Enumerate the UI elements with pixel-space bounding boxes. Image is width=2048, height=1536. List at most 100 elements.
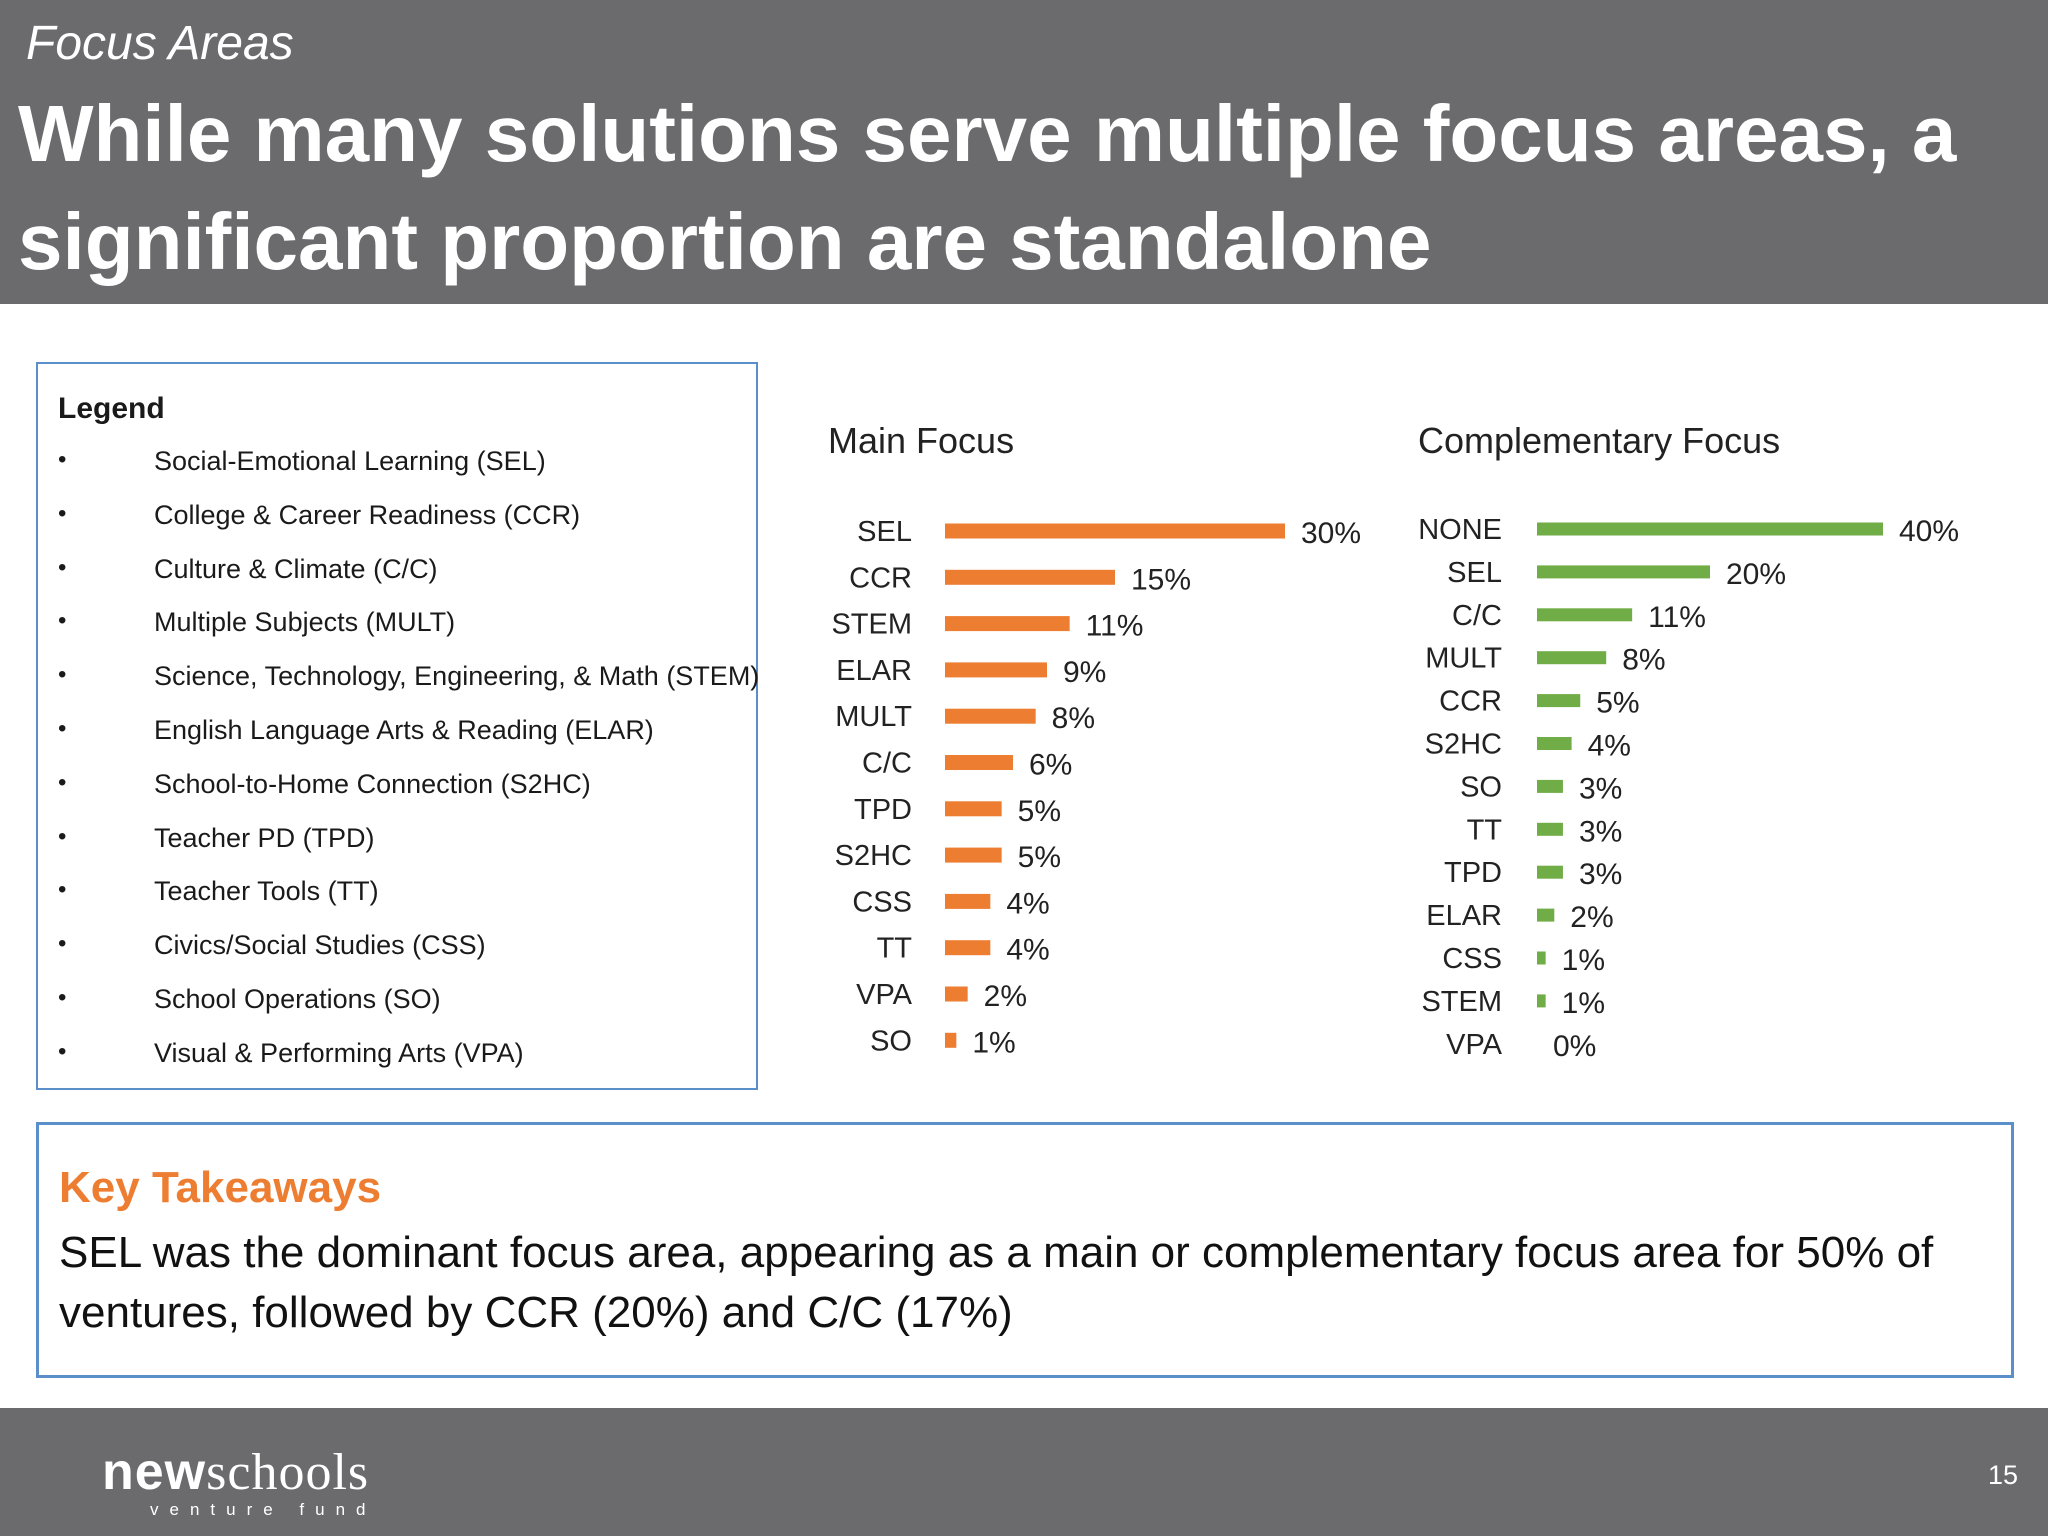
newschools-logo: newschools <box>102 1442 369 1502</box>
bullet-icon: • <box>58 876 67 904</box>
category-label: VPA <box>1446 1029 1503 1061</box>
complementary-focus-chart: NONE 40% SEL 20% C/C 11% MULT 8% CCR 5% S2HC 4% SO 3%… <box>1418 514 1959 1063</box>
category-label: S2HC <box>1425 729 1502 761</box>
page-number: 15 <box>1987 1460 2018 1490</box>
bar <box>1537 522 1883 536</box>
bar <box>1537 737 1572 750</box>
bar <box>945 1032 957 1048</box>
value-label: 5% <box>1018 795 1061 828</box>
bar <box>945 662 1047 678</box>
legend-item-label: Visual & Performing Arts (VPA) <box>154 1037 524 1068</box>
category-label: VPA <box>856 979 913 1011</box>
category-label: ELAR <box>1426 900 1502 932</box>
bullet-icon: • <box>58 768 67 796</box>
value-label: 11% <box>1648 601 1706 634</box>
value-label: 4% <box>1006 887 1049 920</box>
section-kicker: Focus Areas <box>26 17 294 70</box>
logo-light-text: schools <box>206 1444 370 1501</box>
category-label: CSS <box>852 886 912 918</box>
bullet-icon: • <box>58 553 67 581</box>
value-label: 15% <box>1131 563 1191 596</box>
footer-band: newschools venture fund 15 <box>0 1408 2048 1536</box>
value-label: 5% <box>1018 841 1061 874</box>
legend-item-label: Culture & Climate (C/C) <box>154 553 438 584</box>
category-label: NONE <box>1418 514 1502 546</box>
header-band: Focus Areas While many solutions serve m… <box>0 0 2048 304</box>
category-label: TPD <box>854 794 912 826</box>
bullet-icon: • <box>58 1037 67 1065</box>
category-label: CSS <box>1442 943 1502 975</box>
value-label: 3% <box>1579 815 1622 848</box>
bullet-icon: • <box>58 446 67 473</box>
bar <box>1537 822 1563 836</box>
legend-box: Legend • Social-Emotional Learning (SEL) •… <box>36 362 759 1090</box>
bar <box>1537 951 1546 965</box>
category-label: SEL <box>857 516 912 548</box>
value-label: 1% <box>1562 944 1605 977</box>
slide-title: While many solutions serve multiple focu… <box>18 89 1957 286</box>
value-label: 3% <box>1579 858 1622 891</box>
bar <box>1537 994 1546 1008</box>
value-label: 4% <box>1006 934 1049 967</box>
bullet-icon: • <box>58 499 67 527</box>
main-focus-title: Main Focus <box>828 420 1015 461</box>
bar <box>945 755 1013 770</box>
value-label: 11% <box>1086 610 1144 643</box>
logo-bold-text: new <box>102 1443 207 1501</box>
category-label: CCR <box>849 562 912 594</box>
value-label: 3% <box>1579 772 1622 805</box>
category-label: S2HC <box>835 840 912 872</box>
key-takeaways-title: Key Takeaways <box>59 1163 382 1212</box>
category-label: SO <box>870 1025 912 1057</box>
key-takeaways-box: Key Takeaways SEL was the dominant focus… <box>36 1122 2014 1378</box>
category-label: TPD <box>1444 857 1502 889</box>
bullet-icon: • <box>58 607 67 635</box>
main-focus-chart: SEL 30% CCR 15% STEM 11% ELAR 9% MULT 8% C/C 6% TPD 5… <box>831 516 1361 1059</box>
bar <box>945 801 1002 817</box>
bar <box>1537 694 1581 708</box>
value-label: 40% <box>1899 515 1959 548</box>
value-label: 9% <box>1063 656 1106 689</box>
bar <box>945 940 991 956</box>
legend-item-label: Multiple Subjects (MULT) <box>154 607 456 638</box>
legend-item-label: English Language Arts & Reading (ELAR) <box>154 714 654 745</box>
bar <box>945 893 991 909</box>
category-label: TT <box>877 933 913 965</box>
bar <box>945 847 1002 863</box>
category-label: MULT <box>1425 643 1502 675</box>
bullet-icon: • <box>58 714 67 742</box>
bar <box>1537 651 1607 665</box>
bar <box>1537 608 1633 622</box>
legend-item-label: Teacher PD (TPD) <box>154 822 375 853</box>
bullet-icon: • <box>58 822 67 850</box>
category-label: STEM <box>831 609 912 641</box>
logo-subtitle: venture fund <box>150 1500 377 1519</box>
category-label: CCR <box>1439 686 1502 718</box>
value-label: 2% <box>1570 901 1613 934</box>
category-label: SO <box>1460 771 1502 803</box>
bar <box>1537 865 1563 879</box>
bar <box>945 986 968 1002</box>
value-label: 4% <box>1588 730 1631 763</box>
bar <box>945 616 1070 632</box>
key-takeaways-text: SEL was the dominant focus area, appeari… <box>59 1228 1934 1337</box>
value-label: 1% <box>972 1026 1015 1059</box>
legend-item-label: Civics/Social Studies (CSS) <box>154 930 486 961</box>
category-label: STEM <box>1421 986 1502 1018</box>
value-label: 0% <box>1553 1030 1596 1063</box>
category-label: MULT <box>835 701 912 733</box>
bar <box>1537 779 1563 793</box>
bar <box>945 708 1036 724</box>
value-label: 20% <box>1726 558 1786 591</box>
bullet-icon: • <box>58 661 67 689</box>
legend-item-label: College & Career Readiness (CCR) <box>154 499 581 530</box>
legend-title: Legend <box>58 392 165 425</box>
bullet-icon: • <box>58 983 67 1011</box>
bar <box>1537 908 1555 922</box>
legend-item-label: Social-Emotional Learning (SEL) <box>154 446 546 476</box>
value-label: 8% <box>1052 702 1095 735</box>
value-label: 1% <box>1562 987 1605 1020</box>
complementary-focus-title: Complementary Focus <box>1418 420 1781 461</box>
value-label: 8% <box>1622 644 1665 677</box>
category-label: C/C <box>1452 600 1502 632</box>
